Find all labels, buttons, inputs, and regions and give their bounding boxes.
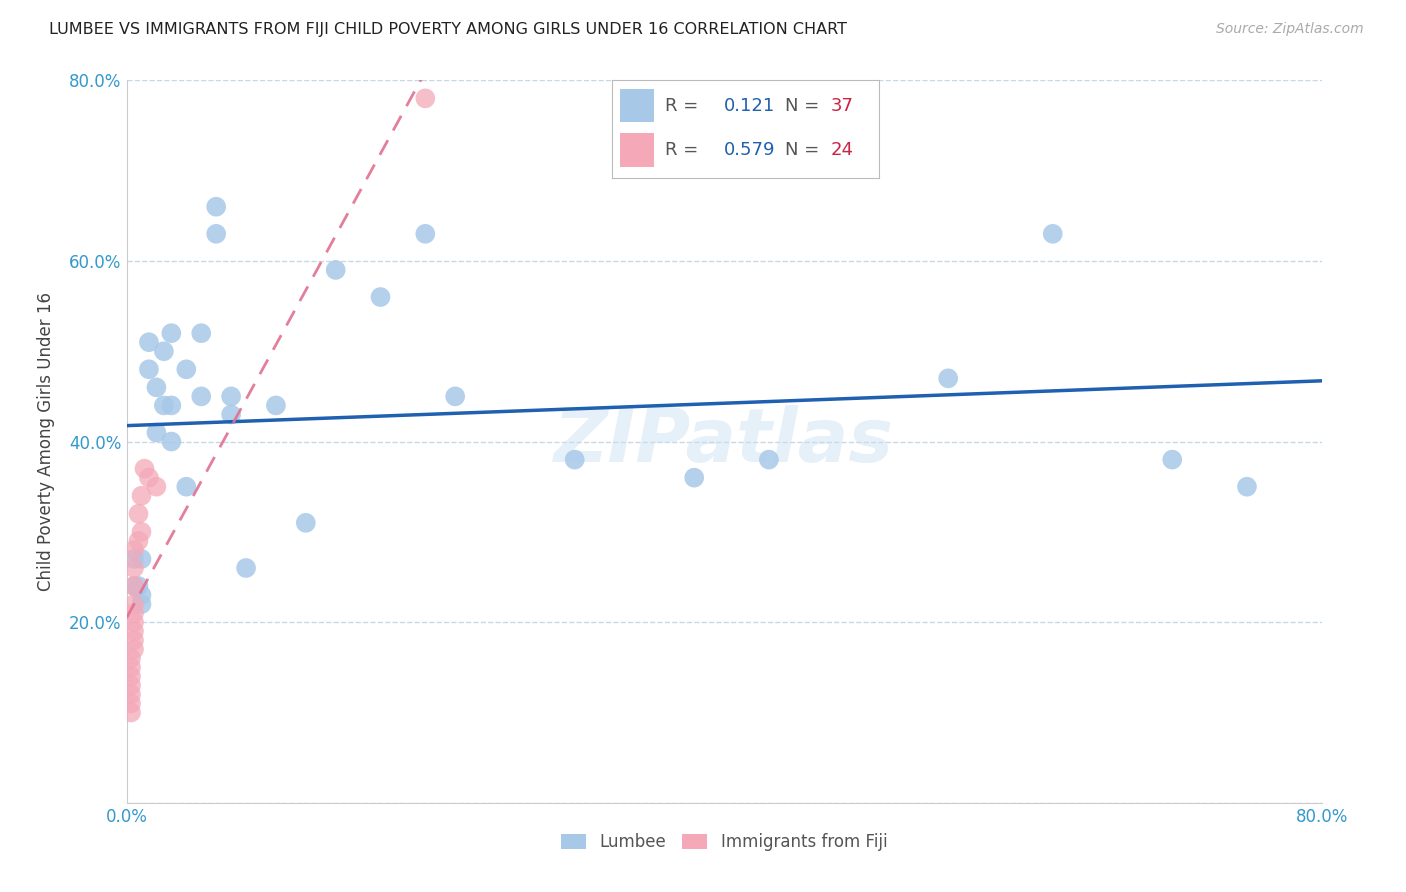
Point	[219, 408, 242, 422]
Point	[145, 480, 167, 494]
Point	[160, 398, 183, 412]
Point	[294, 516, 316, 530]
Text: 24: 24	[831, 141, 853, 159]
Point	[444, 389, 467, 403]
Point	[415, 91, 437, 105]
Point	[174, 480, 197, 494]
Point	[153, 398, 176, 412]
Point	[370, 290, 392, 304]
Point	[145, 425, 167, 440]
Point	[131, 552, 153, 566]
Point	[205, 227, 228, 241]
Point	[190, 326, 212, 340]
Point	[122, 633, 145, 648]
Point	[120, 660, 142, 674]
Point	[131, 597, 153, 611]
Text: R =: R =	[665, 141, 699, 159]
Point	[1042, 227, 1064, 241]
Point	[122, 579, 145, 593]
Point	[120, 669, 142, 683]
Point	[138, 471, 160, 485]
Text: N =: N =	[785, 97, 820, 115]
Point	[1236, 480, 1258, 494]
Point	[138, 362, 160, 376]
Point	[120, 697, 142, 711]
Point	[160, 326, 183, 340]
Point	[122, 597, 145, 611]
Point	[122, 615, 145, 630]
Point	[153, 344, 176, 359]
Point	[219, 389, 242, 403]
Point	[120, 678, 142, 692]
Point	[131, 489, 153, 503]
Point	[127, 533, 149, 548]
Text: Source: ZipAtlas.com: Source: ZipAtlas.com	[1216, 22, 1364, 37]
Point	[264, 398, 287, 412]
Text: ZIPatlas: ZIPatlas	[554, 405, 894, 478]
Text: 0.121: 0.121	[724, 97, 775, 115]
Point	[190, 389, 212, 403]
Point	[415, 227, 437, 241]
Point	[120, 687, 142, 701]
Bar	[620, 133, 654, 167]
Point	[174, 362, 197, 376]
Text: N =: N =	[785, 141, 820, 159]
Point	[122, 642, 145, 657]
Legend: Lumbee, Immigrants from Fiji: Lumbee, Immigrants from Fiji	[553, 825, 896, 860]
Point	[127, 579, 149, 593]
Point	[122, 624, 145, 639]
Bar	[620, 89, 654, 122]
Point	[134, 461, 156, 475]
Point	[160, 434, 183, 449]
Point	[683, 471, 706, 485]
Point	[120, 706, 142, 720]
Point	[564, 452, 586, 467]
Text: 37: 37	[831, 97, 853, 115]
Point	[122, 579, 145, 593]
Text: R =: R =	[665, 97, 699, 115]
Point	[127, 507, 149, 521]
Point	[122, 561, 145, 575]
Point	[325, 263, 347, 277]
Text: 0.579: 0.579	[724, 141, 775, 159]
Point	[145, 380, 167, 394]
Point	[131, 524, 153, 539]
Point	[138, 335, 160, 350]
Point	[205, 200, 228, 214]
Point	[122, 606, 145, 620]
Text: LUMBEE VS IMMIGRANTS FROM FIJI CHILD POVERTY AMONG GIRLS UNDER 16 CORRELATION CH: LUMBEE VS IMMIGRANTS FROM FIJI CHILD POV…	[49, 22, 848, 37]
Y-axis label: Child Poverty Among Girls Under 16: Child Poverty Among Girls Under 16	[38, 292, 55, 591]
Point	[122, 552, 145, 566]
Point	[758, 452, 780, 467]
Point	[235, 561, 257, 575]
Point	[1161, 452, 1184, 467]
Point	[122, 542, 145, 557]
Point	[936, 371, 959, 385]
Point	[120, 651, 142, 665]
Point	[131, 588, 153, 602]
